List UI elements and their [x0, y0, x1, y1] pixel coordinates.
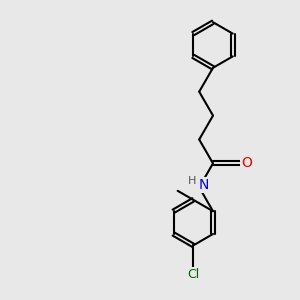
Text: O: O	[241, 156, 252, 170]
Text: H: H	[188, 176, 196, 186]
Text: Cl: Cl	[187, 268, 200, 281]
Text: N: N	[198, 178, 208, 192]
